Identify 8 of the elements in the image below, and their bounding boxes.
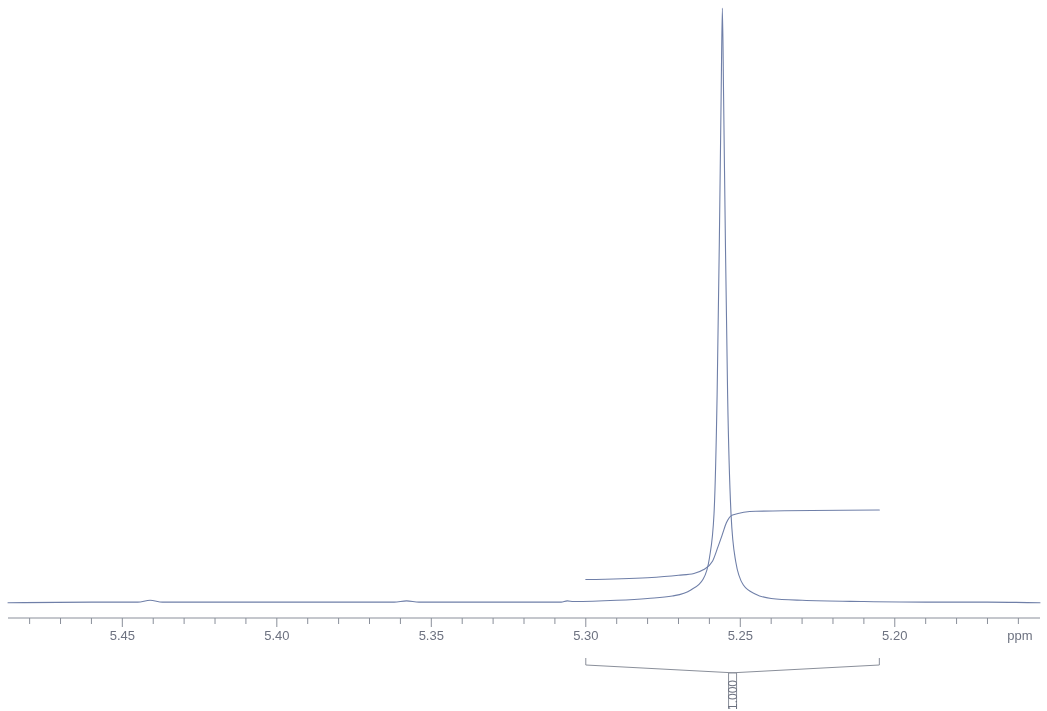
x-tick-label: 5.35 xyxy=(418,628,444,643)
x-tick-label: 5.40 xyxy=(264,628,290,643)
x-tick-label: 5.25 xyxy=(727,628,753,643)
x-tick-label: 5.45 xyxy=(109,628,135,643)
text: 1.000 xyxy=(725,679,740,711)
x-tick-label: 5.30 xyxy=(573,628,599,643)
x-axis-title: ppm xyxy=(1007,628,1033,643)
x-tick-label: 5.20 xyxy=(882,628,908,643)
